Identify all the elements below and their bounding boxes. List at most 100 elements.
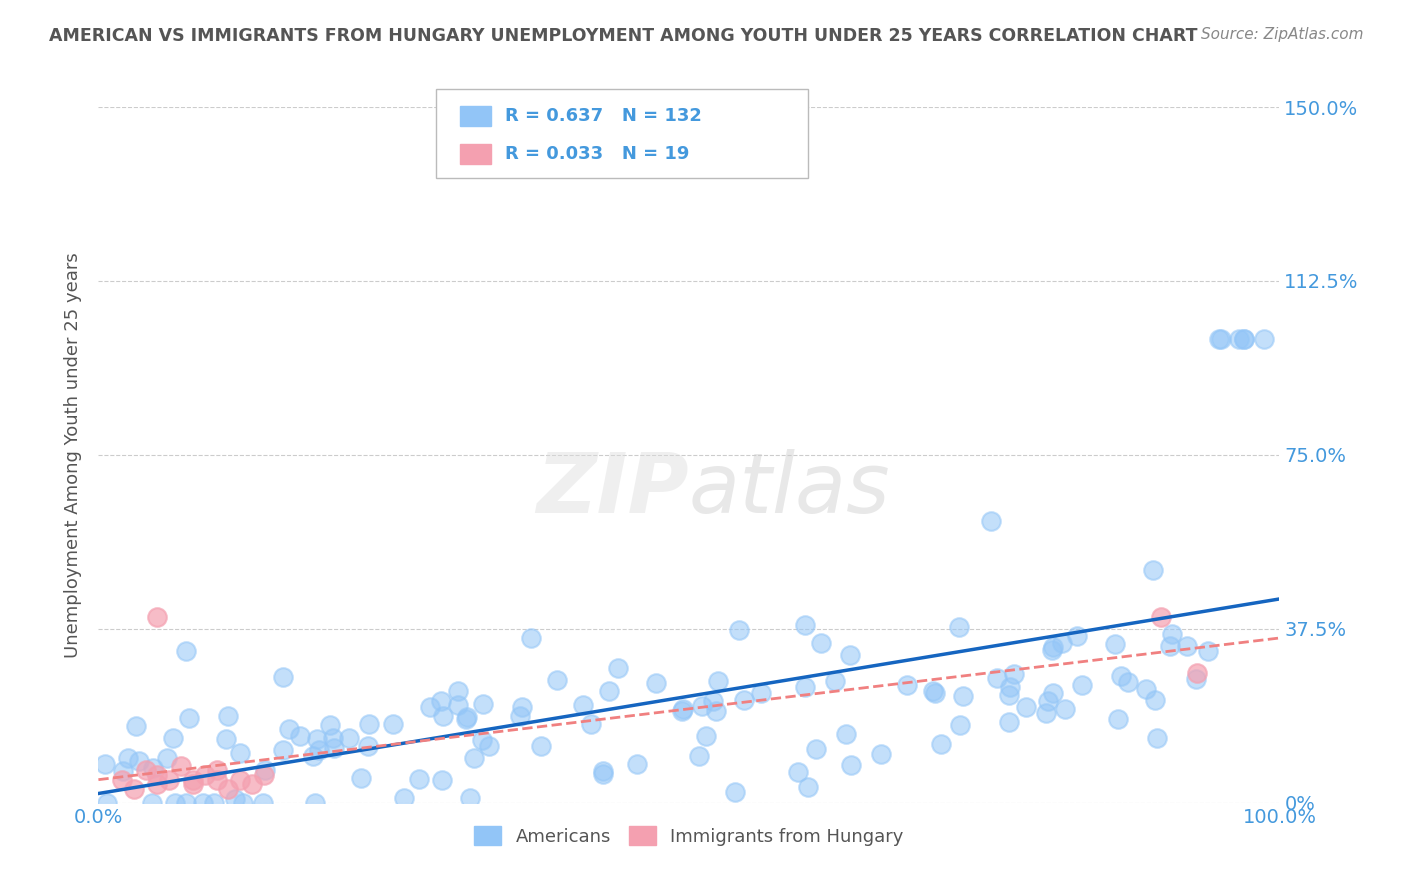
Point: [645, 676, 668, 690]
Point: [810, 636, 832, 650]
Point: [1159, 639, 1181, 653]
Point: [419, 700, 441, 714]
Text: Source: ZipAtlas.com: Source: ZipAtlas.com: [1201, 27, 1364, 42]
Point: [1227, 332, 1250, 346]
Point: [733, 693, 755, 707]
Point: [510, 699, 533, 714]
Point: [337, 731, 360, 745]
Point: [252, 796, 274, 810]
Text: AMERICAN VS IMMIGRANTS FROM HUNGARY UNEMPLOYMENT AMONG YOUTH UNDER 25 YEARS CORR: AMERICAN VS IMMIGRANTS FROM HUNGARY UNEM…: [49, 27, 1198, 45]
Point: [217, 781, 239, 796]
Point: [471, 733, 494, 747]
Point: [1208, 332, 1230, 346]
Point: [1197, 644, 1219, 658]
Point: [322, 731, 344, 745]
Point: [304, 796, 326, 810]
Point: [142, 761, 165, 775]
Point: [176, 796, 198, 810]
Point: [135, 764, 157, 778]
Point: [432, 773, 454, 788]
Point: [572, 698, 595, 712]
Point: [870, 747, 893, 761]
Point: [179, 711, 201, 725]
Point: [447, 698, 470, 712]
Point: [986, 671, 1008, 685]
Point: [1015, 699, 1038, 714]
Point: [1104, 637, 1126, 651]
Point: [392, 791, 415, 805]
Point: [1070, 678, 1092, 692]
Point: [948, 620, 970, 634]
Point: [117, 751, 139, 765]
Point: [94, 756, 117, 771]
Point: [672, 702, 695, 716]
Point: [308, 743, 330, 757]
Point: [794, 681, 817, 695]
Point: [156, 751, 179, 765]
Point: [1036, 694, 1059, 708]
Point: [1042, 686, 1064, 700]
Legend: Americans, Immigrants from Hungary: Americans, Immigrants from Hungary: [467, 819, 911, 853]
Point: [202, 796, 225, 810]
Y-axis label: Unemployment Among Youth under 25 years: Unemployment Among Youth under 25 years: [63, 252, 82, 657]
Point: [229, 772, 252, 787]
Point: [797, 780, 820, 794]
Point: [749, 685, 772, 699]
Point: [1116, 675, 1139, 690]
Point: [240, 777, 263, 791]
Point: [381, 717, 404, 731]
Point: [215, 732, 238, 747]
Point: [456, 709, 478, 723]
Point: [205, 772, 228, 787]
Point: [1175, 639, 1198, 653]
Point: [592, 764, 614, 779]
Point: [598, 683, 620, 698]
Point: [458, 790, 481, 805]
Point: [707, 674, 730, 689]
Point: [146, 777, 169, 791]
Point: [793, 617, 815, 632]
Point: [128, 754, 150, 768]
Point: [688, 748, 710, 763]
Point: [454, 712, 477, 726]
Point: [478, 739, 501, 754]
Point: [141, 796, 163, 810]
Point: [724, 785, 747, 799]
Point: [271, 670, 294, 684]
Point: [146, 610, 169, 624]
Point: [350, 771, 373, 785]
Text: atlas: atlas: [689, 450, 890, 530]
Point: [1040, 643, 1063, 657]
Point: [1035, 706, 1057, 720]
Point: [157, 772, 180, 787]
Point: [702, 694, 724, 708]
Point: [429, 694, 451, 708]
Point: [463, 751, 485, 765]
Point: [1185, 672, 1208, 686]
Point: [841, 758, 863, 772]
Point: [592, 767, 614, 781]
Point: [165, 796, 187, 810]
Point: [323, 741, 346, 756]
Point: [302, 749, 325, 764]
Point: [1000, 680, 1022, 694]
Point: [471, 697, 494, 711]
Point: [194, 768, 217, 782]
Point: [924, 686, 946, 700]
Point: [980, 514, 1002, 528]
Point: [432, 709, 454, 723]
Point: [1211, 332, 1233, 346]
Point: [704, 704, 727, 718]
Point: [181, 777, 204, 791]
Point: [224, 792, 246, 806]
Point: [253, 768, 276, 782]
Point: [1107, 712, 1129, 726]
Point: [408, 772, 430, 786]
Point: [181, 772, 204, 787]
Point: [1146, 731, 1168, 746]
Point: [509, 709, 531, 723]
Point: [111, 764, 134, 779]
Point: [1253, 332, 1275, 346]
Point: [949, 718, 972, 732]
Point: [1232, 332, 1254, 346]
